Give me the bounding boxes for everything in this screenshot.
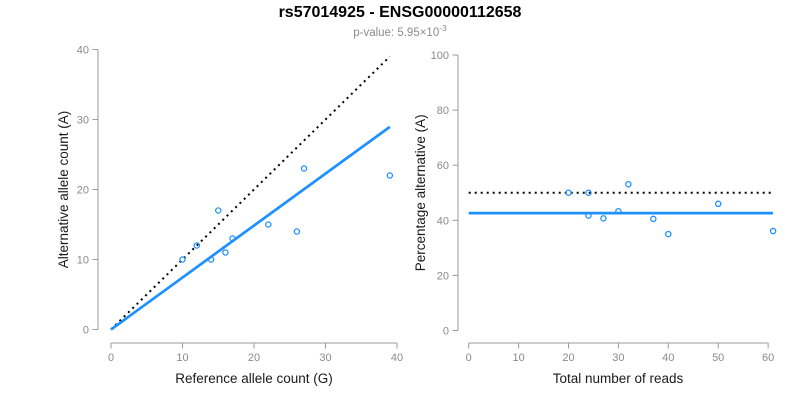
x-tick-label: 10 [512, 352, 524, 364]
data-point [265, 221, 272, 228]
data-point [193, 242, 201, 249]
x-tick-label: 40 [662, 352, 674, 364]
y-tick-label: 10 [77, 255, 89, 267]
x-tick-label: 10 [176, 352, 188, 364]
right-plot: 0 20 40 60 80 100 0 10 20 30 40 50 60 [431, 50, 777, 364]
data-point [565, 189, 572, 196]
x-tick-label: 20 [562, 352, 574, 364]
left-y-axis-label: Alternative allele count (A) [56, 111, 71, 269]
data-point [207, 256, 215, 263]
data-point [179, 256, 186, 263]
data-point [222, 249, 229, 256]
data-point [585, 212, 592, 219]
data-point [585, 189, 592, 196]
right-y-axis-label: Percentage alternative (A) [413, 114, 428, 271]
x-tick-label: 0 [466, 352, 472, 364]
page-title: rs57014925 - ENSG00000112658 [278, 4, 522, 21]
pvalue-text: p-value: 5.95×10 [353, 26, 440, 39]
x-tick-label: 0 [108, 352, 114, 364]
x-tick-label: 20 [248, 352, 260, 364]
data-point [300, 165, 308, 172]
pvalue-exponent: -3 [439, 23, 447, 33]
identity-line [110, 55, 391, 331]
y-tick-label: 40 [437, 215, 449, 227]
data-point [293, 228, 301, 235]
x-tick-label: 50 [712, 352, 724, 364]
data-point [714, 200, 722, 208]
x-tick-label: 60 [762, 352, 774, 364]
y-tick-label: 20 [437, 270, 449, 282]
data-point [600, 215, 607, 222]
data-point [769, 227, 777, 235]
data-point [625, 180, 632, 188]
y-tick-label: 80 [437, 105, 449, 117]
data-point [386, 172, 394, 179]
pvalue-subtitle: p-value: 5.95×10-3 [0, 23, 800, 39]
data-point [650, 215, 657, 223]
y-tick-label: 100 [431, 50, 449, 62]
data-point [665, 230, 672, 238]
left-x-axis-label: Reference allele count (G) [175, 371, 333, 386]
fit-line [110, 125, 391, 331]
y-tick-label: 0 [443, 326, 449, 338]
y-tick-label: 60 [437, 160, 449, 172]
data-point [615, 207, 622, 215]
y-tick-label: 30 [77, 115, 89, 127]
data-point [214, 207, 222, 214]
x-tick-label: 40 [391, 352, 403, 364]
left-plot: 0 10 20 30 40 0 10 20 30 40 [77, 45, 403, 365]
x-tick-label: 30 [612, 352, 624, 364]
x-tick-label: 30 [319, 352, 331, 364]
y-tick-label: 0 [83, 325, 89, 337]
data-point [229, 235, 236, 242]
right-x-axis-label: Total number of reads [553, 371, 684, 386]
y-tick-label: 40 [77, 45, 89, 57]
y-tick-label: 20 [77, 185, 89, 197]
